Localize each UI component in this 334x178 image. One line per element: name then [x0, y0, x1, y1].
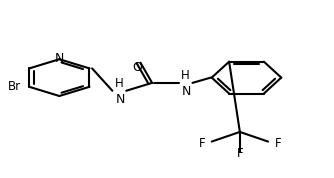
Text: N: N: [55, 52, 64, 65]
Text: F: F: [198, 137, 205, 150]
Text: O: O: [132, 61, 142, 74]
Text: H: H: [181, 69, 190, 82]
Text: N: N: [116, 93, 125, 106]
Text: F: F: [236, 147, 243, 160]
Text: N: N: [182, 85, 192, 98]
Text: H: H: [115, 77, 123, 90]
Text: Br: Br: [8, 80, 21, 93]
Text: F: F: [275, 137, 281, 150]
